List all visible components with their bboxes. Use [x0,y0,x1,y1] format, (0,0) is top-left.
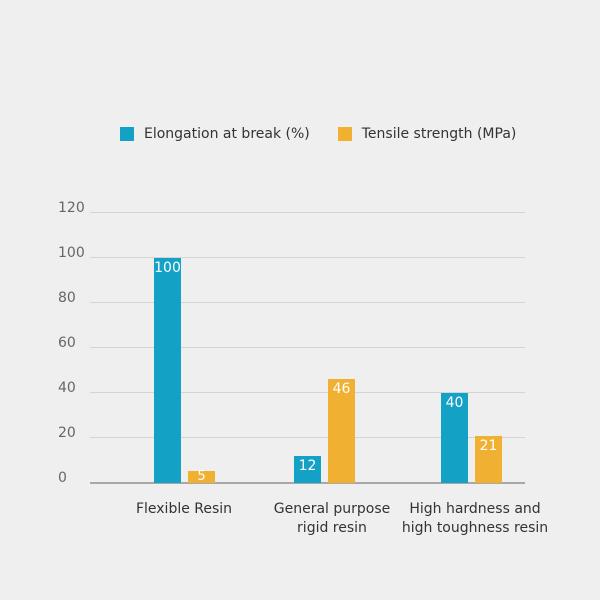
y-tick-80: 80 [58,290,76,306]
legend-swatch-tensile [337,127,352,141]
legend-swatch-elongation [120,127,134,141]
bar-elongation-high: 40 [441,393,468,483]
category-line: high toughness resin [401,520,549,536]
gridline-80 [90,302,525,303]
bar-value-label: 12 [298,458,317,474]
bar-value-label: 21 [479,438,498,454]
bar-tensile-flexible: 5 [188,469,215,484]
category-line: Flexible Resin [135,501,233,517]
legend-item-tensile: Tensile strength (MPa) [337,126,517,142]
bar-tensile-general: 46 [328,379,355,483]
gridline-100 [90,257,525,258]
y-tick-40: 40 [58,380,76,396]
legend-label-tensile: Tensile strength (MPa) [361,126,517,142]
y-tick-20: 20 [58,425,76,441]
category-line: General purpose [273,501,391,517]
y-tick-0: 0 [58,470,67,486]
y-tick-120: 120 [58,200,85,216]
bar-value-label: 40 [445,395,464,411]
legend-label-elongation: Elongation at break (%) [144,126,310,142]
y-tick-60: 60 [58,335,76,351]
bar-elongation-general: 12 [294,456,321,483]
category-label-high: High hardness and high toughness resin [394,500,556,538]
bar-elongation-flexible: 100 [154,258,181,483]
category-label-flexible: Flexible Resin [104,500,264,519]
category-line: rigid resin [297,520,367,536]
gridline-20 [90,437,525,438]
legend-item-elongation: Elongation at break (%) [120,126,310,142]
category-line: High hardness and [409,501,541,517]
bar-tensile-high: 21 [475,436,502,483]
bar-value-label: 46 [332,381,351,397]
gridline-40 [90,392,525,393]
gridline-60 [90,347,525,348]
gridline-120 [90,212,525,213]
x-axis-line [90,482,525,484]
y-tick-100: 100 [58,245,85,261]
legend: Elongation at break (%) Tensile strength… [120,126,544,142]
bar-value-label: 5 [197,469,206,484]
category-label-general: General purpose rigid resin [252,500,412,538]
bar-value-label: 100 [154,260,181,276]
